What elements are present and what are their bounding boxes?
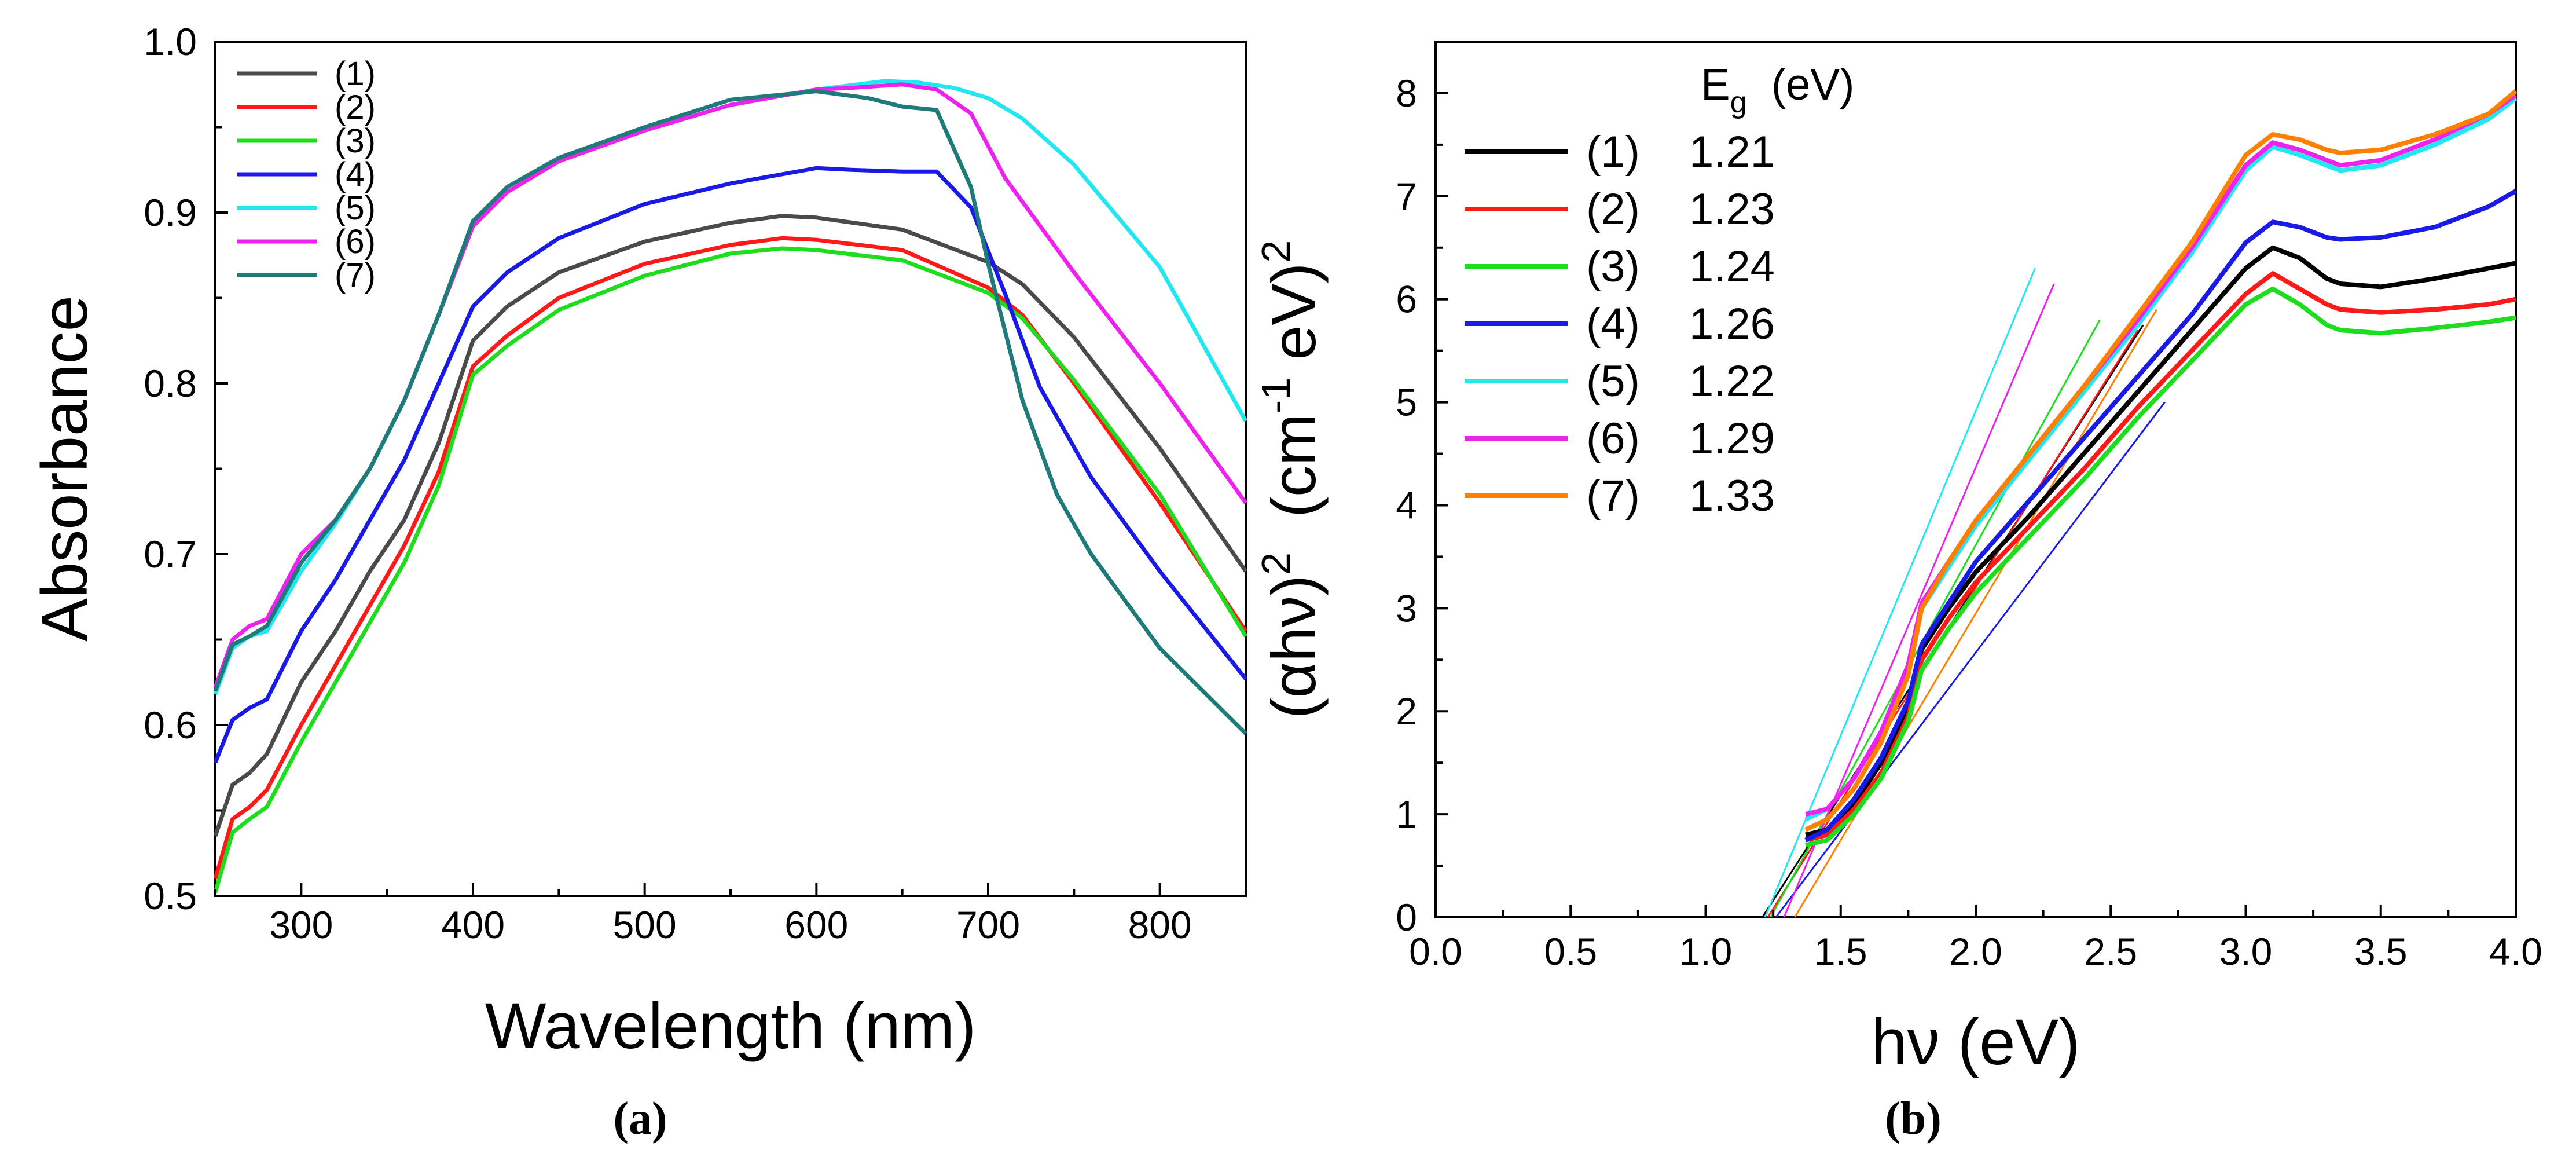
chart-a-series-1-line (213, 214, 1247, 837)
chart-b-series-7-line (1804, 89, 2518, 832)
chart-a-legend-label-6: (6) (335, 223, 376, 261)
chart-b-series-1-line (1805, 245, 2516, 837)
chart-b-x-label: hν (eV) (1872, 1006, 2080, 1078)
chart-a-x-tick-label: 600 (784, 903, 848, 946)
chart-a-series-3-line (213, 246, 1247, 894)
chart-a-series-7-line (213, 89, 1247, 735)
chart-a-x-axis: 300 400 500 600 700 800 (214, 883, 1247, 946)
chart-a-x-tick-label: 300 (269, 903, 333, 946)
chart-b-legend-label-3: (3) (1586, 242, 1640, 291)
chart-b-series-group (1804, 89, 2518, 848)
chart-a-x-tick-label: 500 (613, 903, 677, 946)
chart-b-legend: Eg (eV) (1) 1.21 (2) 1.23 (3) 1.24 (4) 1.26 (5) 1… (1465, 60, 1854, 521)
chart-a-y-tick-label: 0.8 (144, 362, 197, 405)
chart-b-x-axis: 0.0 0.5 1.0 1.5 2.0 2.5 3.0 3.5 4.0 (1409, 905, 2542, 973)
chart-b-legend-label-2: (2) (1586, 185, 1640, 234)
chart-b-x-tick-label: 1.0 (1679, 930, 1733, 973)
chart-b-y-tick-label: 6 (1396, 278, 1417, 321)
chart-a-x-tick-label: 400 (441, 903, 505, 946)
chart-b-x-tick-label: 0.0 (1409, 930, 1462, 973)
chart-b-legend-label-7: (7) (1586, 471, 1640, 521)
chart-b-y-tick-label: 5 (1396, 381, 1417, 424)
chart-a-legend-label-3: (3) (335, 122, 376, 160)
chart-a-series-group (213, 79, 1248, 894)
chart-a-legend-label-4: (4) (335, 156, 376, 193)
chart-b-x-tick-label: 1.5 (1814, 930, 1867, 973)
chart-b-y-tick-label: 0 (1396, 896, 1417, 939)
chart-a-legend-label-2: (2) (335, 89, 376, 126)
chart-b-legend-header: Eg (eV) (1701, 60, 1854, 119)
chart-a-x-tick-label: 800 (1128, 903, 1192, 946)
chart-a-series-4-line (213, 166, 1247, 764)
chart-a: 300 400 500 600 700 800 0.5 0.6 0.7 0.8 0.9 1.0 (1… (28, 20, 1248, 1144)
chart-a-y-tick-label: 1.0 (144, 20, 197, 63)
chart-b-y-tick-label: 7 (1396, 175, 1417, 218)
chart-b-legend-label-6: (6) (1586, 414, 1640, 463)
chart-b-x-tick-label: 2.5 (2084, 930, 2137, 973)
chart-a-legend-label-5: (5) (335, 189, 376, 227)
chart-a-series-6-line (213, 82, 1247, 689)
chart-b-series-4-line (1804, 189, 2517, 843)
chart-b-x-tick-label: 0.5 (1544, 930, 1597, 973)
chart-b-legend-label-1: (1) (1586, 127, 1640, 177)
chart-a-y-axis: 0.5 0.6 0.7 0.8 0.9 1.0 (144, 20, 228, 917)
chart-b-y-tick-label: 3 (1396, 587, 1417, 629)
chart-b-series-3-line (1805, 286, 2516, 848)
chart-b-x-tick-label: 2.0 (1949, 930, 2002, 973)
chart-b-fit-line-5 (1764, 268, 2036, 918)
chart-b-y-tick-label: 2 (1396, 690, 1417, 733)
chart-b-legend-label-5: (5) (1586, 357, 1640, 406)
chart-a-x-label: Wavelength (nm) (485, 990, 977, 1062)
chart-b-y-tick-label: 8 (1396, 72, 1417, 115)
chart-b-y-tick-label: 4 (1396, 484, 1417, 526)
chart-a-panel-label: (a) (613, 1093, 667, 1144)
chart-b-legend-eg-4: 1.26 (1689, 299, 1775, 349)
chart-a-series-2-line (213, 236, 1247, 880)
chart-b-legend-eg-5: 1.22 (1689, 357, 1775, 406)
chart-a-x-tick-label: 700 (956, 903, 1020, 946)
chart-b-x-tick-label: 4.0 (2489, 930, 2542, 973)
chart-a-legend-label-1: (1) (335, 55, 376, 93)
chart-b-y-label: (αhν)2 (cm-1 eV)2 (1253, 240, 1329, 719)
chart-a-y-tick-label: 0.6 (144, 704, 197, 746)
chart-b-legend-eg-1: 1.21 (1689, 127, 1775, 177)
chart-b-y-tick-label: 1 (1396, 793, 1417, 836)
chart-b-panel-label: (b) (1885, 1093, 1942, 1144)
chart-b-legend-eg-7: 1.33 (1689, 471, 1775, 521)
chart-b-legend-eg-6: 1.29 (1689, 414, 1775, 463)
chart-b-fit-line-4 (1775, 401, 2166, 918)
chart-b-fit-line-6 (1783, 283, 2055, 918)
chart-a-y-tick-label: 0.7 (144, 533, 197, 576)
chart-b-legend-label-4: (4) (1586, 299, 1640, 349)
chart-b-series-6-line (1805, 93, 2518, 817)
chart-b-legend-eg-2: 1.23 (1689, 185, 1775, 234)
chart-a-legend-label-7: (7) (335, 257, 376, 294)
chart-b-legend-eg-3: 1.24 (1689, 242, 1775, 291)
chart-a-y-tick-label: 0.9 (144, 191, 197, 234)
chart-a-legend: (1)(2)(3)(4)(5)(6)(7) (237, 55, 376, 294)
chart-b: 0.0 0.5 1.0 1.5 2.0 2.5 3.0 3.5 4.0 0 1 2 3 4 5 6 7 8 Eg… (1253, 41, 2542, 1144)
chart-a-y-tick-label: 0.5 (144, 874, 197, 917)
chart-b-x-tick-label: 3.0 (2219, 930, 2273, 973)
chart-b-x-tick-label: 3.5 (2354, 930, 2408, 973)
chart-b-y-axis: 0 1 2 3 4 5 6 7 8 (1396, 72, 1448, 939)
chart-a-y-label: Absorbance (28, 295, 101, 642)
